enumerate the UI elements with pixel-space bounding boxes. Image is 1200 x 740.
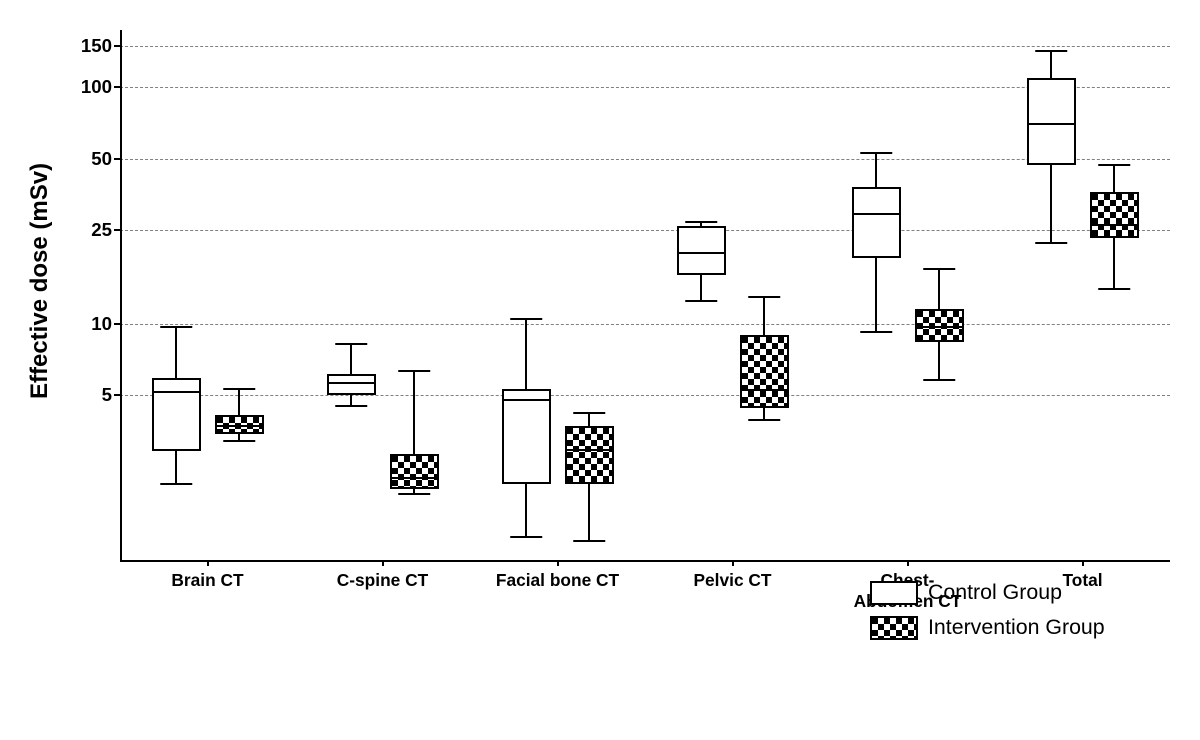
whisker-cap xyxy=(1098,288,1130,290)
median-line xyxy=(392,477,437,479)
y-axis-title: Effective dose (mSv) xyxy=(26,219,54,399)
grid-line xyxy=(120,46,1170,47)
x-axis-line xyxy=(120,560,1170,562)
whisker-line xyxy=(238,389,240,415)
whisker-line xyxy=(525,484,527,537)
whisker-line xyxy=(175,327,177,378)
median-line xyxy=(1092,224,1137,226)
box xyxy=(915,309,964,341)
legend-item: Intervention Group xyxy=(870,615,1105,640)
y-axis-line xyxy=(120,30,122,560)
whisker-cap xyxy=(748,296,780,298)
box xyxy=(215,415,264,434)
whisker-cap xyxy=(335,343,367,345)
whisker-cap xyxy=(223,440,255,442)
box xyxy=(565,426,614,484)
grid-line xyxy=(120,87,1170,88)
median-line xyxy=(1029,123,1074,125)
whisker-cap xyxy=(160,483,192,485)
boxplot-chart: Effective dose (mSv) 5102550100150Brain … xyxy=(0,0,1200,740)
whisker-line xyxy=(938,342,940,380)
whisker-line xyxy=(938,269,940,309)
whisker-cap xyxy=(923,268,955,270)
legend: Control Group Intervention Group xyxy=(870,580,1105,650)
grid-line xyxy=(120,230,1170,231)
whisker-cap xyxy=(510,536,542,538)
whisker-cap xyxy=(1035,50,1067,52)
box xyxy=(677,226,726,276)
whisker-cap xyxy=(685,221,717,223)
plot-area: 5102550100150Brain CTC-spine CTFacial bo… xyxy=(120,30,1170,560)
whisker-line xyxy=(588,484,590,541)
median-line xyxy=(217,425,262,427)
median-line xyxy=(154,391,199,393)
grid-line xyxy=(120,395,1170,396)
whisker-cap xyxy=(510,318,542,320)
median-line xyxy=(567,449,612,451)
x-category-label: Brain CT xyxy=(171,560,243,591)
whisker-cap xyxy=(573,540,605,542)
legend-swatch xyxy=(870,581,918,605)
whisker-cap xyxy=(335,405,367,407)
whisker-cap xyxy=(1035,242,1067,244)
median-line xyxy=(917,326,962,328)
whisker-cap xyxy=(860,152,892,154)
y-tick-label: 100 xyxy=(81,76,120,98)
whisker-cap xyxy=(923,379,955,381)
whisker-cap xyxy=(860,331,892,333)
whisker-line xyxy=(1050,165,1052,243)
box xyxy=(1027,78,1076,165)
box xyxy=(327,374,376,394)
median-line xyxy=(854,213,899,215)
whisker-line xyxy=(700,275,702,300)
whisker-cap xyxy=(748,419,780,421)
median-line xyxy=(679,252,724,254)
legend-label: Control Group xyxy=(918,580,1062,605)
box xyxy=(1090,192,1139,238)
grid-line xyxy=(120,324,1170,325)
y-tick-label: 25 xyxy=(91,219,120,241)
whisker-line xyxy=(875,258,877,332)
whisker-line xyxy=(588,413,590,426)
legend-swatch xyxy=(870,616,918,640)
whisker-cap xyxy=(573,412,605,414)
median-line xyxy=(329,382,374,384)
whisker-cap xyxy=(398,493,430,495)
whisker-cap xyxy=(160,326,192,328)
box xyxy=(152,378,201,451)
whisker-line xyxy=(525,319,527,389)
box xyxy=(502,389,551,484)
x-category-label: C-spine CT xyxy=(337,560,428,591)
whisker-cap xyxy=(685,300,717,302)
legend-item: Control Group xyxy=(870,580,1105,605)
whisker-line xyxy=(350,344,352,374)
median-line xyxy=(742,389,787,391)
box xyxy=(390,454,439,489)
whisker-line xyxy=(875,153,877,187)
whisker-line xyxy=(1050,51,1052,78)
box xyxy=(740,335,789,408)
y-tick-label: 50 xyxy=(91,148,120,170)
legend-label: Intervention Group xyxy=(918,615,1105,640)
median-line xyxy=(504,399,549,401)
whisker-cap xyxy=(398,370,430,372)
x-category-label: Pelvic CT xyxy=(693,560,771,591)
whisker-line xyxy=(1113,165,1115,192)
whisker-line xyxy=(175,451,177,484)
box xyxy=(852,187,901,258)
whisker-line xyxy=(763,297,765,335)
y-tick-label: 10 xyxy=(91,313,120,335)
y-tick-label: 150 xyxy=(81,35,120,57)
grid-line xyxy=(120,159,1170,160)
x-category-label: Facial bone CT xyxy=(496,560,619,591)
whisker-line xyxy=(413,371,415,454)
y-tick-label: 5 xyxy=(102,384,120,406)
whisker-cap xyxy=(1098,164,1130,166)
whisker-line xyxy=(1113,238,1115,289)
whisker-cap xyxy=(223,388,255,390)
